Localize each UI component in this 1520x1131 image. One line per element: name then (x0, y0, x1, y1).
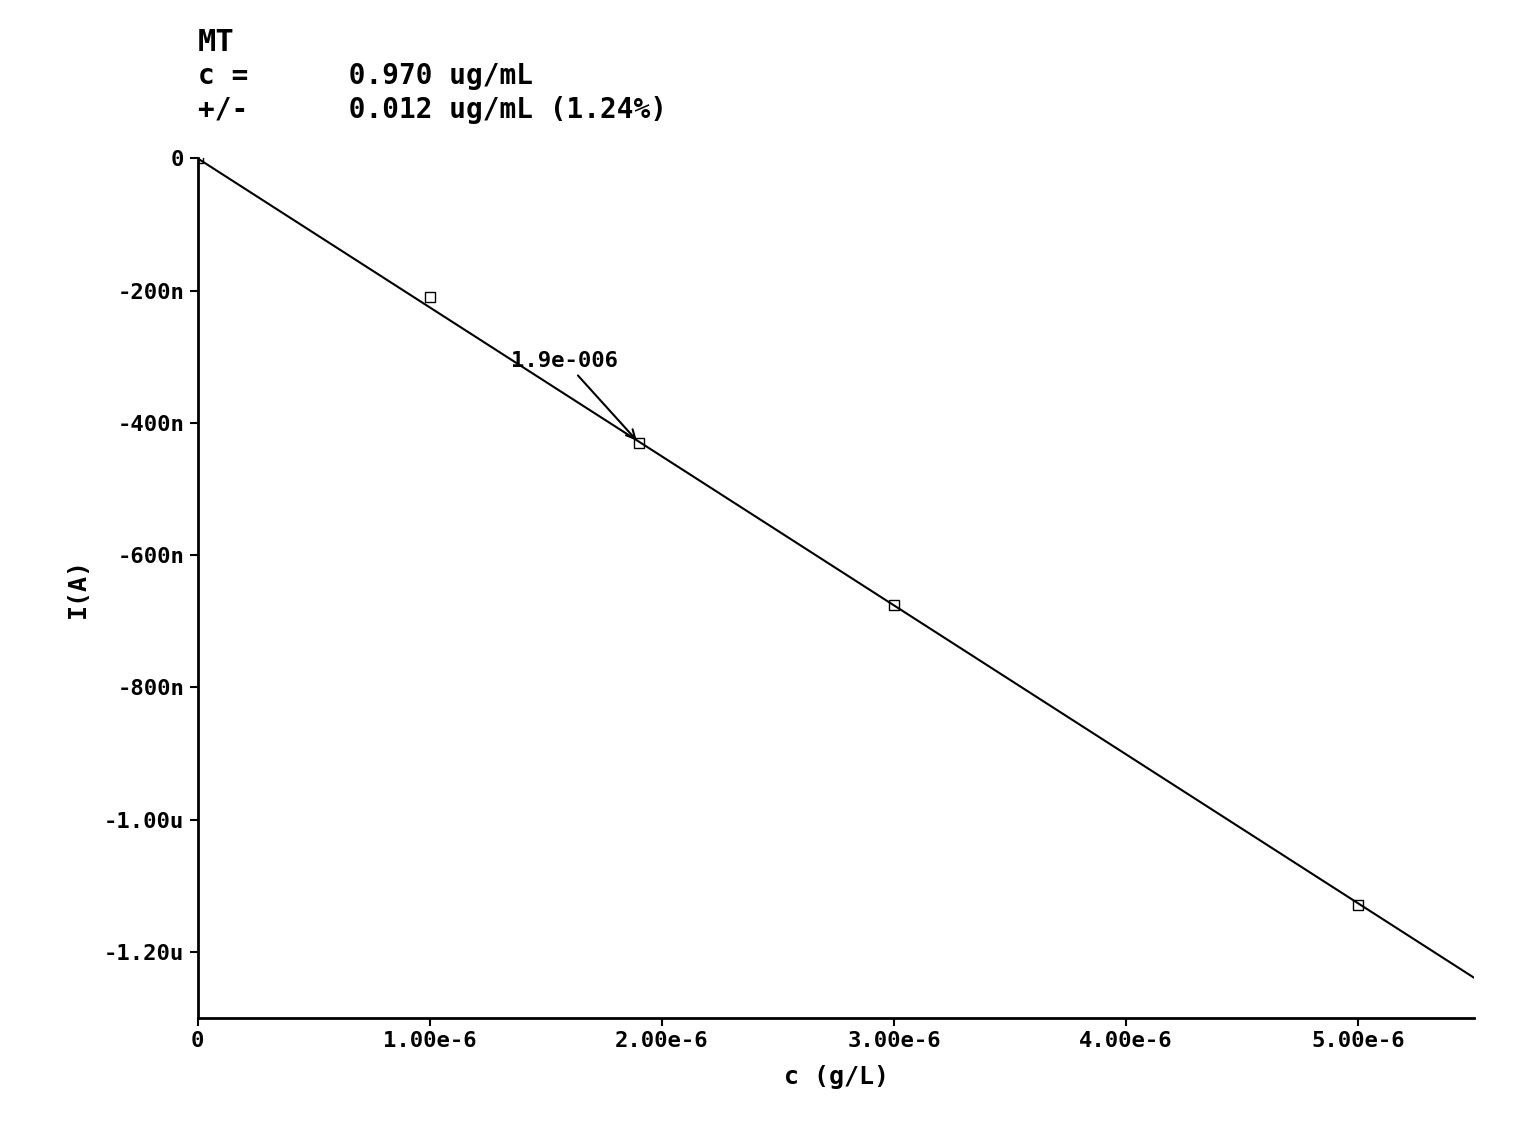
Text: MT: MT (198, 28, 234, 58)
Text: 1.9e-006: 1.9e-006 (511, 351, 635, 439)
Text: c =      0.970 ug/mL: c = 0.970 ug/mL (198, 62, 532, 90)
X-axis label: c (g/L): c (g/L) (783, 1065, 889, 1089)
Y-axis label: I(A): I(A) (67, 558, 90, 619)
Text: +/-      0.012 ug/mL (1.24%): +/- 0.012 ug/mL (1.24%) (198, 96, 667, 124)
